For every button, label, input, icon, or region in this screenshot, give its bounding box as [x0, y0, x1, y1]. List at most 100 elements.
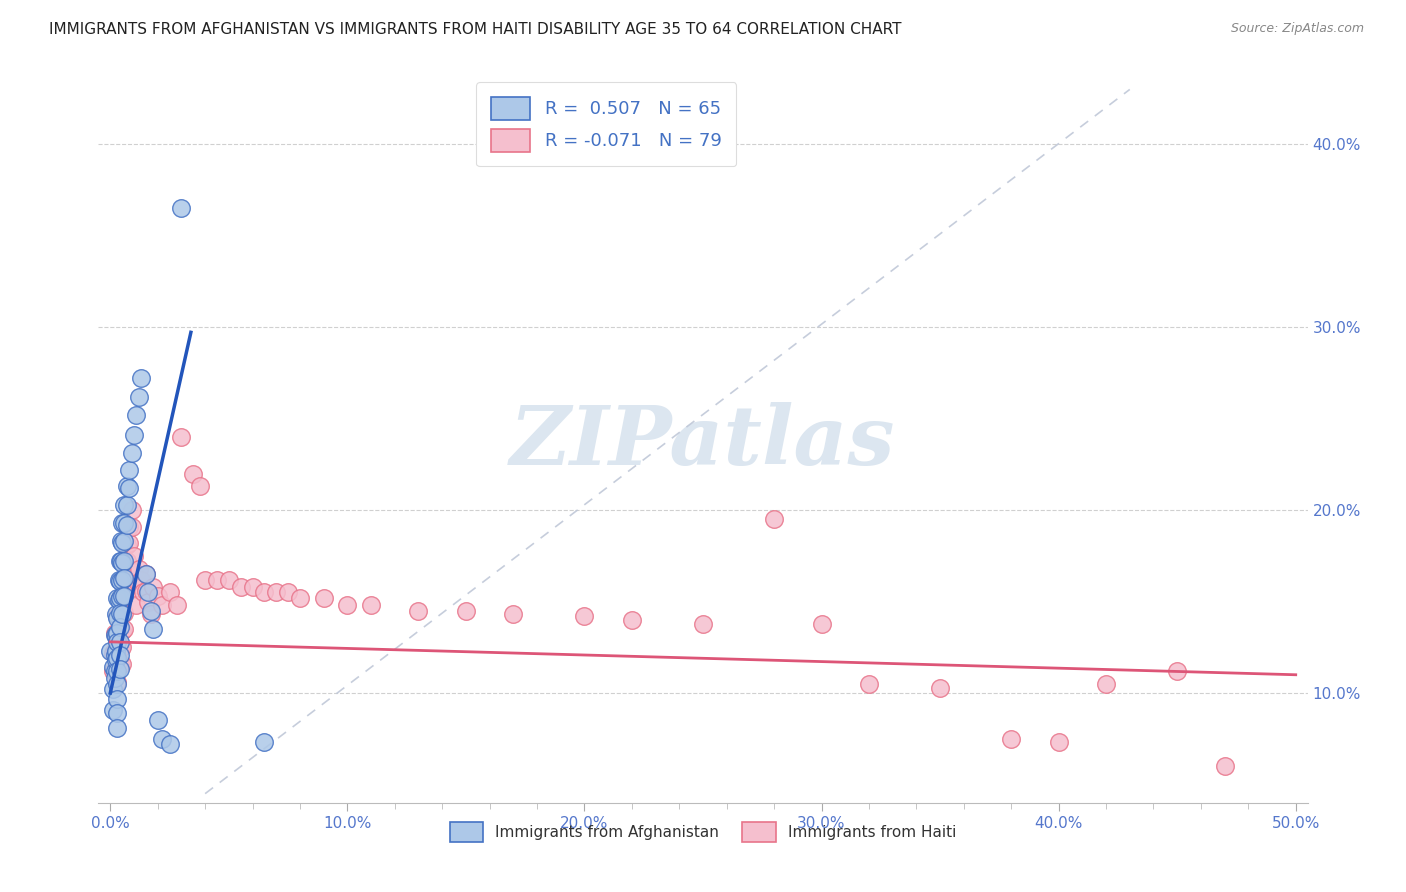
Point	[454, 604, 477, 618]
Point	[108, 591, 131, 605]
Point	[108, 648, 131, 662]
Point	[101, 646, 124, 660]
Point	[129, 573, 152, 587]
Point	[111, 607, 134, 622]
Point	[108, 657, 131, 671]
Point	[105, 677, 128, 691]
Point	[929, 681, 952, 695]
Point	[763, 512, 786, 526]
Point	[111, 624, 134, 638]
Point	[128, 578, 150, 592]
Point	[128, 390, 150, 404]
Point	[108, 607, 131, 622]
Point	[105, 706, 128, 721]
Point	[159, 737, 181, 751]
Point	[101, 664, 124, 678]
Point	[181, 467, 204, 481]
Point	[1095, 677, 1118, 691]
Point	[152, 731, 174, 746]
Point	[115, 538, 138, 552]
Point	[122, 428, 145, 442]
Point	[111, 573, 134, 587]
Point	[104, 672, 127, 686]
Point	[205, 573, 228, 587]
Point	[166, 599, 188, 613]
Point	[105, 653, 128, 667]
Point	[108, 554, 131, 568]
Point	[105, 609, 128, 624]
Point	[125, 599, 148, 613]
Point	[111, 536, 134, 550]
Point	[118, 463, 141, 477]
Point	[142, 580, 165, 594]
Point	[408, 604, 430, 618]
Point	[114, 556, 136, 570]
Point	[1000, 731, 1022, 746]
Point	[264, 585, 287, 599]
Point	[105, 721, 128, 735]
Point	[105, 675, 128, 690]
Point	[104, 625, 127, 640]
Point	[114, 554, 136, 568]
Point	[1213, 759, 1236, 773]
Point	[142, 622, 165, 636]
Text: IMMIGRANTS FROM AFGHANISTAN VS IMMIGRANTS FROM HAITI DISABILITY AGE 35 TO 64 COR: IMMIGRANTS FROM AFGHANISTAN VS IMMIGRANT…	[49, 22, 901, 37]
Point	[170, 430, 193, 444]
Point	[108, 635, 131, 649]
Point	[132, 585, 155, 599]
Point	[108, 624, 131, 638]
Point	[121, 519, 143, 533]
Point	[122, 549, 145, 563]
Point	[1047, 735, 1070, 749]
Point	[118, 481, 141, 495]
Point	[101, 660, 124, 674]
Point	[146, 714, 169, 728]
Point	[288, 591, 311, 605]
Point	[105, 625, 128, 640]
Point	[110, 534, 132, 549]
Point	[111, 640, 134, 655]
Point	[336, 599, 359, 613]
Point	[115, 479, 138, 493]
Point	[114, 534, 136, 549]
Point	[111, 589, 134, 603]
Point	[111, 591, 134, 605]
Point	[108, 591, 131, 605]
Point	[135, 567, 157, 582]
Point	[104, 644, 127, 658]
Point	[620, 613, 643, 627]
Legend: Immigrants from Afghanistan, Immigrants from Haiti: Immigrants from Afghanistan, Immigrants …	[441, 814, 965, 849]
Point	[115, 571, 138, 585]
Point	[111, 574, 134, 589]
Point	[104, 627, 127, 641]
Point	[114, 498, 136, 512]
Point	[114, 606, 136, 620]
Point	[105, 611, 128, 625]
Point	[810, 616, 832, 631]
Point	[111, 556, 134, 570]
Text: ZIPatlas: ZIPatlas	[510, 401, 896, 482]
Point	[118, 519, 141, 533]
Point	[312, 591, 335, 605]
Point	[105, 625, 128, 640]
Point	[574, 609, 596, 624]
Point	[105, 644, 128, 658]
Point	[125, 408, 148, 422]
Point	[858, 677, 880, 691]
Point	[194, 573, 217, 587]
Point	[111, 516, 134, 530]
Point	[136, 585, 159, 599]
Point	[139, 604, 162, 618]
Point	[108, 640, 131, 655]
Point	[98, 644, 121, 658]
Point	[253, 585, 276, 599]
Point	[118, 536, 141, 550]
Point	[1166, 664, 1188, 678]
Point	[105, 664, 128, 678]
Point	[125, 582, 148, 596]
Point	[111, 607, 134, 622]
Point	[105, 642, 128, 657]
Point	[360, 599, 382, 613]
Point	[277, 585, 299, 599]
Point	[152, 599, 174, 613]
